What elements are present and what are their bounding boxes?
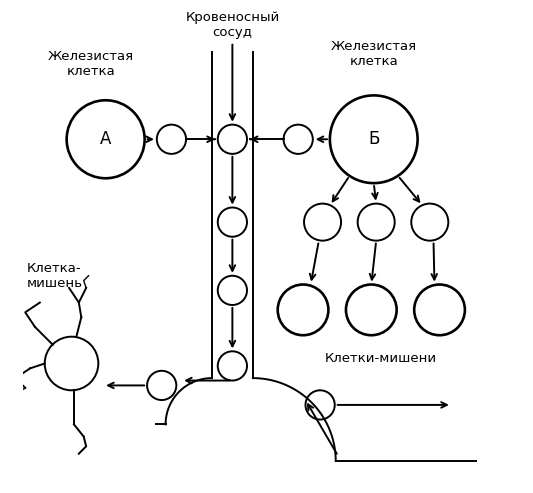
Text: Б: Б [368, 130, 379, 148]
Text: Кровеносный
сосуд: Кровеносный сосуд [185, 11, 279, 39]
Text: Железистая
клетка: Железистая клетка [330, 40, 417, 68]
Text: Железистая
клетка: Железистая клетка [48, 50, 134, 78]
Text: Клетка-
мишень: Клетка- мишень [27, 262, 83, 290]
Text: Клетки-мишени: Клетки-мишени [325, 352, 437, 365]
Text: А: А [100, 130, 111, 148]
